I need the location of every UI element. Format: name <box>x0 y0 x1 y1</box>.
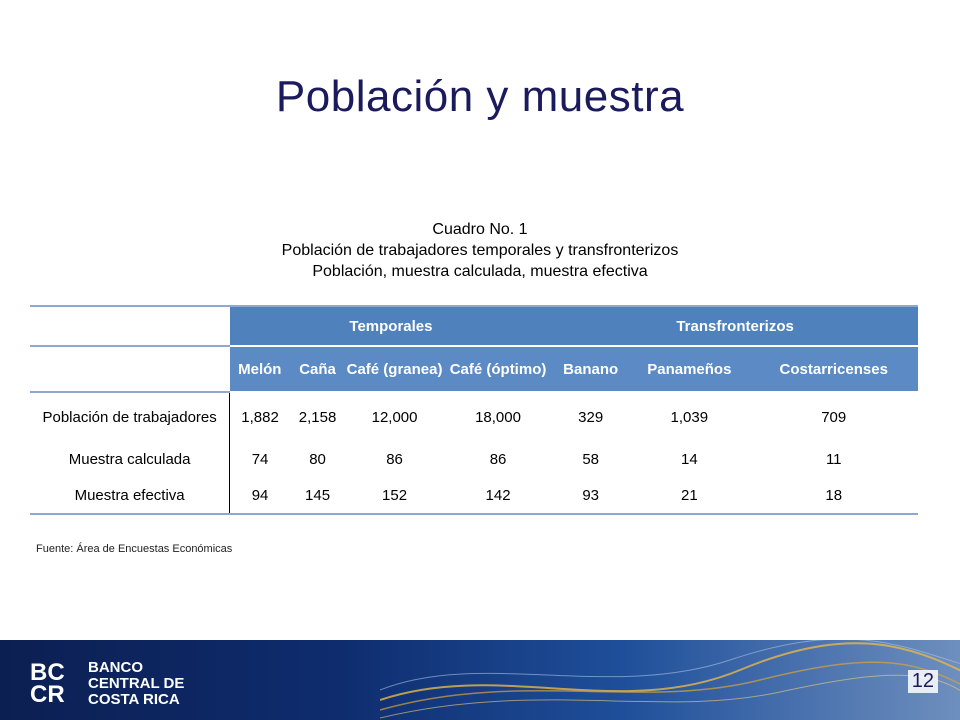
bank-name-line: BANCO <box>88 659 143 676</box>
bank-name-line: COSTA RICA <box>88 691 180 708</box>
table-cell: 2,158 <box>298 408 337 426</box>
bank-name-line: CENTRAL DE <box>88 675 185 692</box>
column-header: Costarricenses <box>749 346 918 393</box>
bank-name: BANCO CENTRAL DE COSTA RICA <box>88 660 184 708</box>
table-cell: 86 <box>489 450 507 468</box>
caption-line-3: Población, muestra calculada, muestra ef… <box>312 263 648 280</box>
page-number: 12 <box>907 670 938 693</box>
table-cell: 152 <box>345 477 444 515</box>
column-header: Café (óptimo) <box>443 346 553 393</box>
table-cell: 58 <box>582 450 600 468</box>
table-cell: 14 <box>680 450 698 468</box>
table-cell: 93 <box>552 477 630 515</box>
bank-logo: BC CR <box>30 659 65 708</box>
table-cell: 145 <box>289 477 346 515</box>
column-header: Melón <box>229 346 290 393</box>
table-cell: 94 <box>229 477 290 515</box>
table-cell: 329 <box>578 408 604 426</box>
table-cell: 1,882 <box>241 408 279 426</box>
data-table: Temporales Transfronterizos Melón Caña C… <box>30 305 918 515</box>
table-cell: 18,000 <box>475 408 521 426</box>
row-label: Muestra calculada <box>30 441 231 477</box>
table-cell: 18 <box>749 477 918 515</box>
column-header-row: Melón Caña Café (granea) Café (óptimo) B… <box>30 345 918 393</box>
caption-line-1: Cuadro No. 1 <box>432 221 528 238</box>
table-cell: 12,000 <box>371 408 418 426</box>
table-cell: 74 <box>251 450 269 468</box>
table-cell: 80 <box>309 450 326 468</box>
table-cell: 1,039 <box>670 408 709 426</box>
row-label: Muestra efectiva <box>30 477 231 515</box>
blank-header-cell <box>30 345 230 393</box>
column-header: Caña <box>289 346 346 393</box>
column-header: Café (granea) <box>345 346 444 393</box>
banknote-wave-decoration <box>380 640 960 719</box>
table-caption: Cuadro No. 1 Población de trabajadores t… <box>0 219 960 282</box>
table-cell: 21 <box>629 477 750 515</box>
caption-line-2: Población de trabajadores temporales y t… <box>281 242 679 259</box>
blank-header-cell <box>30 305 230 347</box>
source-note: Fuente: Área de Encuestas Económicas <box>36 543 233 555</box>
table-cell: 11 <box>825 450 842 468</box>
footer-banner: BC CR BANCO CENTRAL DE COSTA RICA <box>0 640 960 720</box>
group-header-transfronterizos: Transfronterizos <box>552 305 918 347</box>
table-row: Muestra efectiva 94 145 152 142 93 21 18 <box>30 477 918 515</box>
table-row: Población de trabajadores 1,882 2,158 12… <box>30 392 918 441</box>
table-row: Muestra calculada 74 80 86 86 58 14 11 <box>30 441 918 477</box>
group-header-row: Temporales Transfronterizos <box>30 305 918 347</box>
table-cell: 86 <box>386 450 403 468</box>
table-cell: 709 <box>821 408 847 426</box>
row-label: Población de trabajadores <box>30 392 231 441</box>
page-title: Población y muestra <box>275 72 685 121</box>
column-header: Banano <box>552 346 630 393</box>
column-header: Panameños <box>629 346 750 393</box>
table-cell: 142 <box>443 477 553 515</box>
group-header-temporales: Temporales <box>229 305 553 347</box>
